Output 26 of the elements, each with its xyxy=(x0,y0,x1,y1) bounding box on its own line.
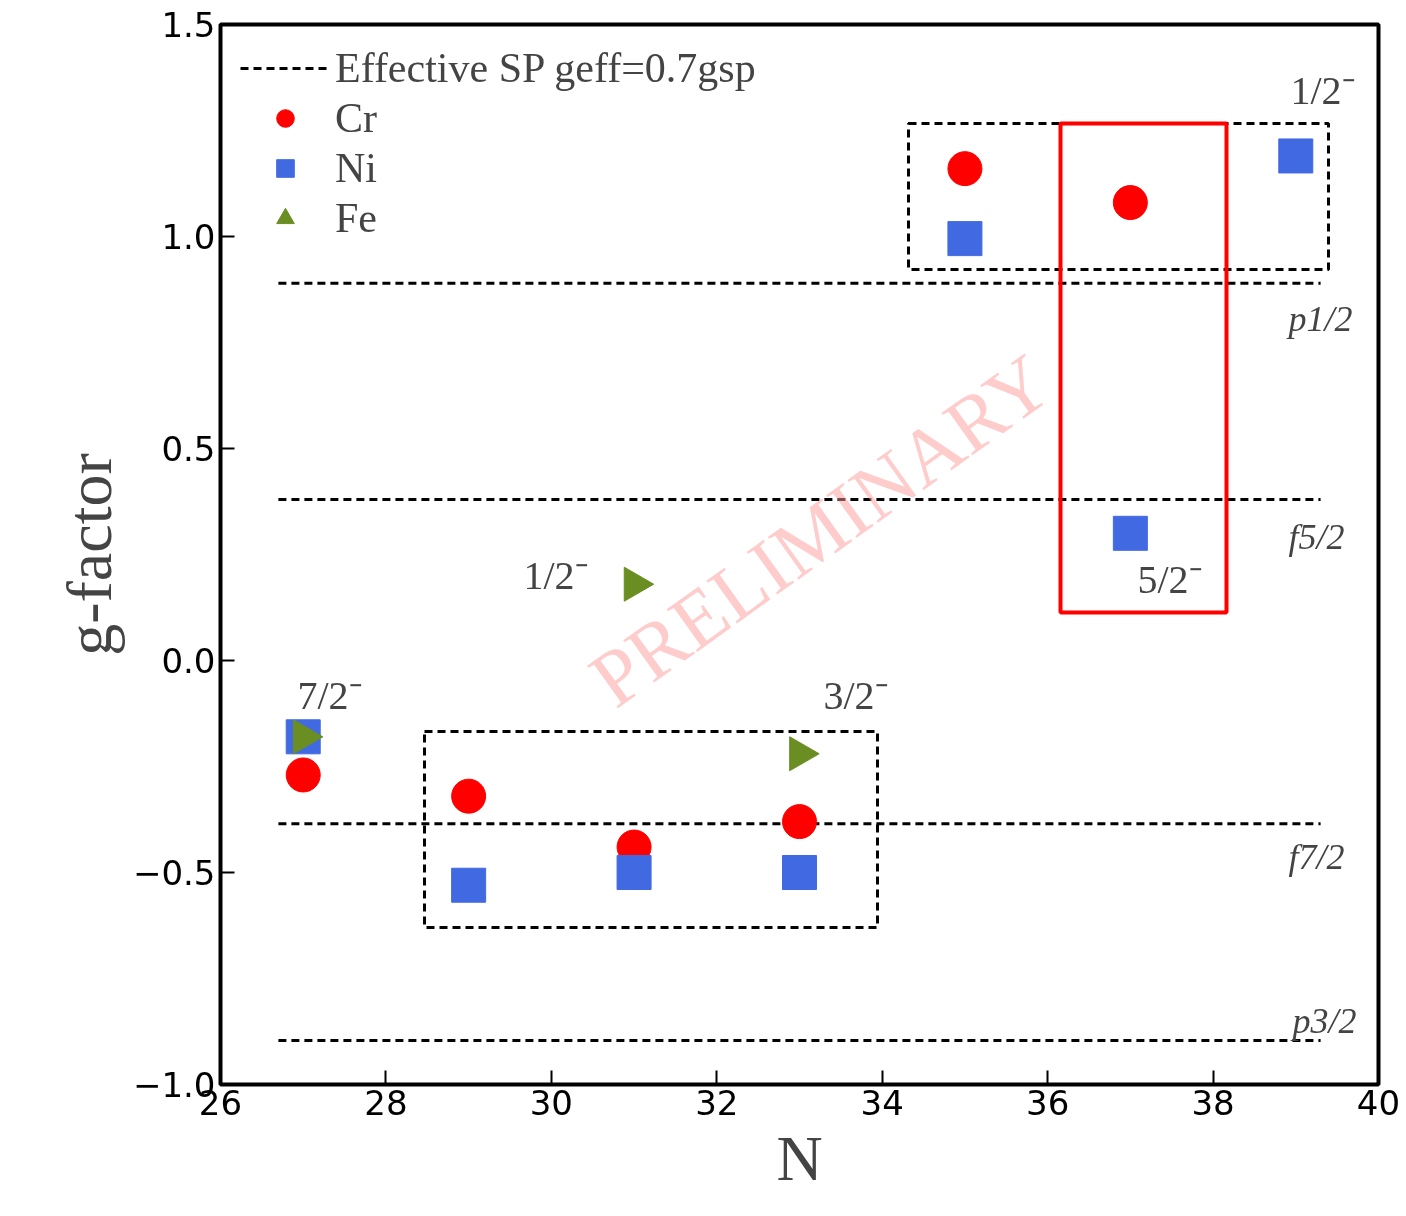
x-tick-label: 38 xyxy=(1191,1082,1235,1123)
annotation: f7/2 xyxy=(1288,836,1345,877)
annotation: 1/2⁻ xyxy=(1290,68,1356,113)
annotation: 5/2⁻ xyxy=(1137,557,1203,602)
legend-label: Fe xyxy=(335,194,377,242)
annotation: 7/2⁻ xyxy=(297,673,363,718)
x-tick-label: 30 xyxy=(529,1082,573,1123)
y-tick-label: 0.5 xyxy=(161,429,216,469)
y-tick-label: 1.0 xyxy=(161,217,216,257)
legend-label: Effective SP geff=0.7gsp xyxy=(335,44,756,92)
annotation: p1/2 xyxy=(1285,298,1353,339)
y-tick-label: −0.5 xyxy=(132,853,216,893)
y-tick-label: 0.0 xyxy=(161,641,216,681)
legend-label: Cr xyxy=(335,94,377,142)
x-tick-label: 36 xyxy=(1026,1082,1070,1123)
y-tick-label: 1.5 xyxy=(161,5,216,45)
x-tick-label: 32 xyxy=(695,1082,739,1123)
annotation: p3/2 xyxy=(1289,1000,1357,1041)
x-tick-label: 40 xyxy=(1356,1082,1401,1123)
annotation: f5/2 xyxy=(1288,516,1345,557)
x-tick-label: 34 xyxy=(860,1082,904,1123)
x-axis-title: N xyxy=(776,1122,823,1194)
x-tick-label: 28 xyxy=(364,1082,408,1123)
y-axis-title: g-factor xyxy=(53,453,125,656)
annotation: 1/2⁻ xyxy=(523,553,589,598)
legend-label: Ni xyxy=(335,144,377,192)
